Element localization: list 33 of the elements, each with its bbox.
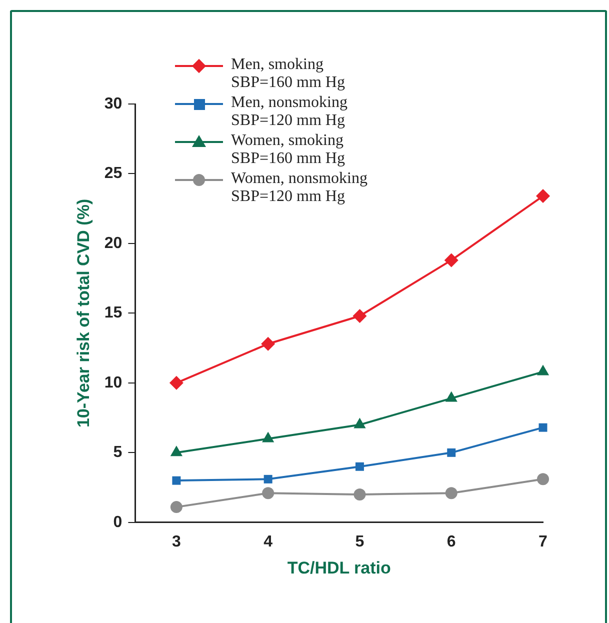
point xyxy=(355,462,364,471)
y-tick-label: 15 xyxy=(104,304,122,322)
point xyxy=(262,487,274,500)
y-tick-label: 5 xyxy=(113,444,122,462)
legend-label: Men, smoking SBP=160 mm Hg xyxy=(231,56,345,92)
point xyxy=(444,253,458,268)
legend-label: Men, nonsmoking SBP=120 mm Hg xyxy=(231,94,348,130)
x-tick-label: 7 xyxy=(538,533,548,550)
y-tick-label: 20 xyxy=(104,234,122,252)
x-axis-title: TC/HDL ratio xyxy=(287,558,391,578)
x-tick-label: 4 xyxy=(264,533,273,550)
point xyxy=(264,474,272,484)
point xyxy=(352,308,367,323)
y-tick-label: 25 xyxy=(104,165,122,182)
point xyxy=(536,189,550,204)
legend-label: Women, nonsmoking SBP=120 mm Hg xyxy=(231,170,368,206)
x-tick-label: 6 xyxy=(446,533,456,550)
legend-label: Women, smoking SBP=160 mm Hg xyxy=(231,132,345,168)
x-tick-label: 5 xyxy=(355,533,364,550)
point xyxy=(172,476,181,485)
point xyxy=(170,501,182,514)
point xyxy=(169,376,184,390)
point xyxy=(261,336,276,351)
point xyxy=(445,487,458,500)
y-tick-label: 0 xyxy=(113,514,122,531)
point xyxy=(354,488,366,501)
y-tick-label: 10 xyxy=(104,374,122,392)
point xyxy=(447,448,456,457)
point xyxy=(538,423,548,432)
x-tick-label: 3 xyxy=(172,533,181,550)
y-axis-title: 10-Year risk of total CVD (%) xyxy=(74,198,93,428)
point xyxy=(537,473,549,486)
y-tick-label: 30 xyxy=(104,95,122,112)
